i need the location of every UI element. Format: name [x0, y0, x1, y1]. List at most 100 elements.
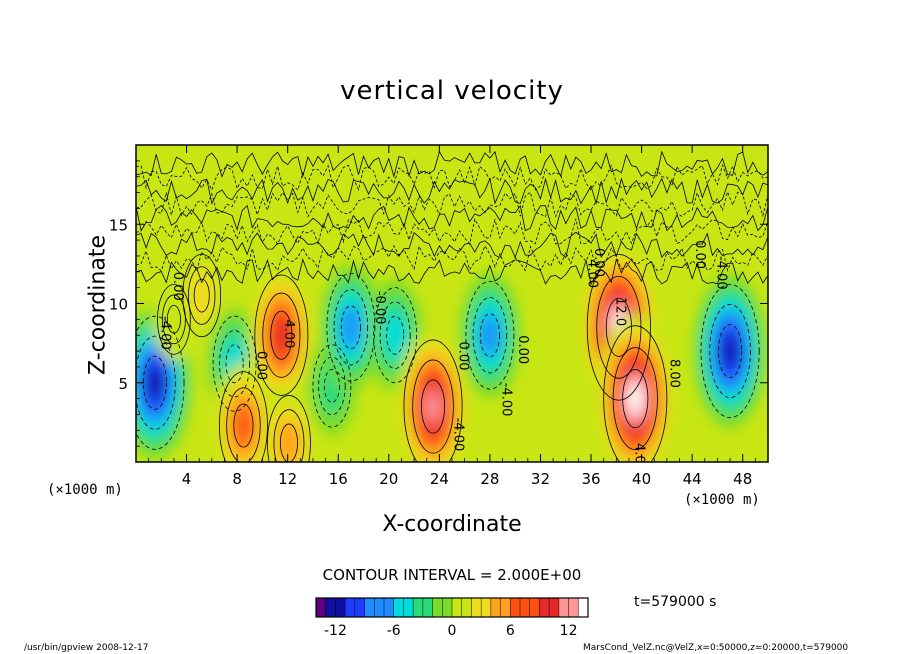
feature-contour-8-0: [326, 272, 376, 382]
colorbar-cell: [316, 598, 327, 617]
feature-contour-6-0: [267, 395, 311, 462]
feature-contour-7-2: [323, 369, 340, 403]
feature-contour-13-0: [603, 325, 668, 462]
x-tick-label: 4: [182, 470, 192, 488]
colorbar-cell: [442, 598, 453, 617]
contour-label: 0.00: [253, 351, 268, 380]
x-tick-label: 36: [581, 470, 600, 488]
feature-contour-2-1: [188, 266, 216, 325]
feature-contour-2-0: [182, 253, 222, 338]
colorbar-cell: [364, 598, 375, 617]
colorbar-tick-label: 0: [448, 623, 457, 639]
contour-lines: [136, 150, 768, 462]
colorbar-cell: [529, 598, 540, 617]
feature-blob-4-3: [233, 404, 254, 447]
contour-line-7: [136, 163, 768, 191]
feature-contour-12-1: [596, 275, 642, 379]
contour-line-5: [136, 190, 768, 218]
feature-contour-5-0: [254, 274, 309, 396]
feature-contour-4-1: [226, 387, 261, 462]
contour-label: 0.00: [456, 342, 471, 371]
feature-contour-5-2: [270, 310, 293, 360]
y-tick-label: 10: [109, 296, 128, 314]
colorbar-cell: [578, 598, 589, 617]
feature-contour-5-1: [262, 292, 301, 378]
feature-contour-0-0: [136, 315, 185, 450]
feature-contour-3-2: [225, 344, 244, 384]
colorbar-cell: [422, 598, 434, 617]
contour-line-2: [136, 231, 768, 259]
x-tick-label: 24: [430, 470, 449, 488]
colorbar-cell: [520, 598, 531, 617]
colorbar: -12 -6 0 6 12: [315, 597, 589, 639]
colorbar-cell: [539, 598, 550, 617]
contour-line-0: [136, 257, 768, 286]
feature-blob-5-4: [272, 316, 291, 355]
feature-contour-0-2: [142, 355, 167, 410]
feature-contour-6-1: [273, 409, 305, 462]
contour-label: 4.00: [281, 319, 296, 348]
feature-blob-14-5: [721, 333, 739, 369]
colorbar-frame: [315, 597, 589, 618]
x-tick-label: 40: [632, 470, 651, 488]
contour-label: -4.00: [499, 383, 514, 417]
y-tick-label: 5: [118, 375, 128, 393]
colorbar-cell: [490, 598, 502, 617]
feature-contour-10-1: [412, 359, 454, 454]
colorbar-tick-label: -6: [387, 623, 401, 639]
colorbar-cell: [325, 598, 336, 617]
contour-line-6: [136, 177, 768, 205]
feature-contour-11-0: [465, 280, 515, 390]
feature-blob-0-5: [146, 365, 164, 401]
x-tick-label: 8: [232, 470, 242, 488]
feature-blob-9-2: [383, 311, 407, 360]
feature-blob-10-5: [424, 388, 442, 425]
feature-contour-1-2: [166, 305, 181, 334]
x-tick-label: 28: [480, 470, 499, 488]
feature-contour-11-2: [479, 313, 500, 358]
colorbar-tick-label: -12: [324, 623, 347, 639]
colorbar-cell: [374, 598, 385, 617]
colorbar-cell: [481, 598, 492, 617]
x-tick-label: 32: [531, 470, 550, 488]
colorbar-cell: [549, 598, 560, 617]
contour-label: 8.00: [667, 359, 682, 388]
contour-line-1: [136, 244, 768, 272]
colorbar-cell: [558, 598, 570, 617]
x-tick-label: 48: [733, 470, 752, 488]
time-label: t=579000 s: [634, 594, 717, 610]
feature-contour-9-1: [379, 301, 411, 369]
y-tick-label: 15: [109, 216, 128, 234]
x-tick-label: 12: [278, 470, 297, 488]
contour-label: 0.00: [591, 248, 606, 277]
feature-contour-2-2: [193, 278, 210, 313]
feature-contour-10-0: [403, 339, 463, 462]
contour-label: 4.00: [585, 259, 600, 288]
contour-label: -0.00: [372, 291, 387, 325]
contour-label: 12.0: [612, 297, 627, 326]
colorbar-cell: [354, 598, 366, 617]
x-tick-label: 20: [379, 470, 398, 488]
feature-contour-13-1: [612, 347, 658, 451]
colorbar-cell: [432, 598, 443, 617]
feature-blob-8-3: [340, 306, 361, 349]
x-tick-label: 16: [329, 470, 348, 488]
colorbar-cell: [452, 598, 463, 617]
contour-label: 0.00: [692, 240, 707, 269]
colorbar-cell: [500, 598, 511, 617]
contour-label: 0.00: [515, 335, 530, 364]
x-unit-label-left: (×1000 m): [47, 482, 123, 498]
contour-interval-label: CONTOUR INTERVAL = 2.000E+00: [322, 566, 582, 584]
y-axis-label: Z-coordinate: [85, 235, 111, 375]
feature-contour-14-1: [709, 304, 751, 399]
feature-contour-14-2: [718, 324, 743, 379]
feature-contour-14-0: [700, 284, 760, 419]
colorbar-cell: [413, 598, 424, 617]
contour-label: -4.00: [157, 316, 172, 350]
feature-blob-13-6: [627, 381, 644, 416]
feature-contour-10-2: [421, 379, 446, 434]
feature-contour-6-2: [279, 423, 298, 462]
colorbar-cell: [393, 598, 404, 617]
feature-contour-1-1: [162, 294, 186, 345]
